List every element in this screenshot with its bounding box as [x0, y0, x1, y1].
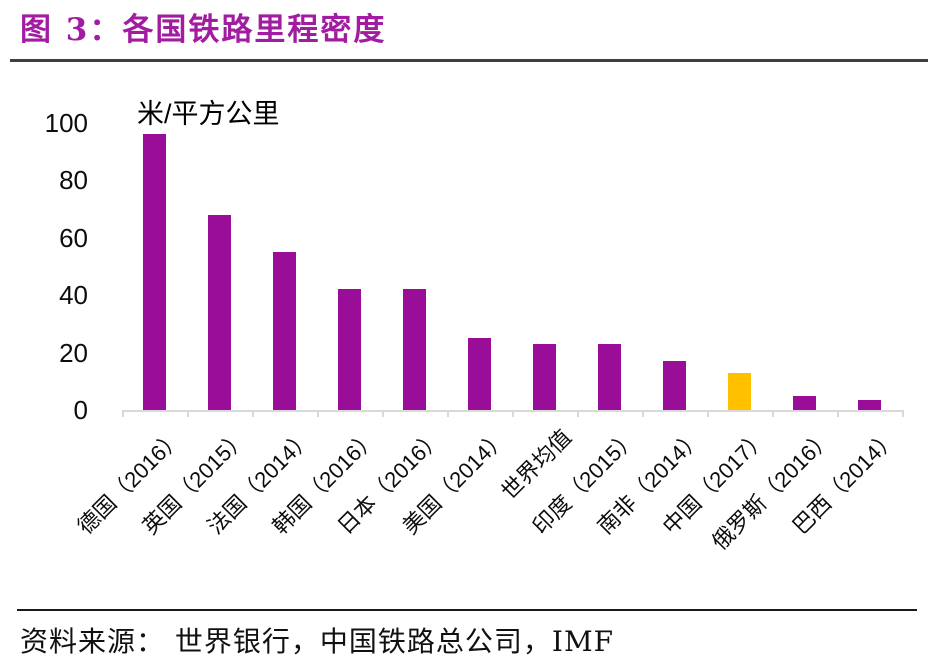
y-axis-tick-label: 20 — [59, 337, 88, 368]
bar-6 — [468, 338, 491, 410]
figure-title: 图 3：各国铁路里程密度 — [20, 12, 387, 48]
x-axis-tick-mark — [772, 410, 774, 417]
source-separator — [17, 609, 917, 611]
source-text: 资料来源： 世界银行，中国铁路总公司，IMF — [20, 625, 615, 658]
y-axis-unit-label: 米/平方公里 — [137, 99, 280, 129]
bar-8 — [598, 343, 621, 410]
bar-5 — [403, 289, 426, 410]
bar-10 — [728, 372, 751, 410]
bar-2 — [208, 214, 231, 410]
y-axis-tick-label: 100 — [44, 108, 88, 138]
bar-1 — [143, 134, 166, 410]
x-axis-tick-mark — [642, 410, 644, 417]
x-axis-tick-mark — [122, 410, 124, 417]
x-axis-tick-mark — [902, 410, 904, 417]
y-axis-tick-label: 40 — [59, 280, 88, 311]
bar-7 — [533, 343, 556, 410]
bar-4 — [338, 289, 361, 410]
x-axis-tick-mark — [512, 410, 514, 417]
bar-11 — [793, 395, 816, 410]
y-axis-tick-label: 60 — [59, 222, 88, 253]
y-axis-tick-label: 80 — [59, 165, 88, 196]
y-axis-tick-label: 0 — [73, 395, 88, 425]
x-axis-tick-mark — [317, 410, 319, 417]
bar-12 — [858, 399, 881, 410]
x-axis-tick-mark — [837, 410, 839, 417]
x-axis-tick-mark — [447, 410, 449, 417]
x-axis-tick-mark — [577, 410, 579, 417]
x-axis-tick-mark — [187, 410, 189, 417]
bar-3 — [273, 252, 296, 410]
x-axis-tick-mark — [252, 410, 254, 417]
x-axis-tick-mark — [382, 410, 384, 417]
title-separator — [10, 59, 928, 62]
x-axis-tick-mark — [707, 410, 709, 417]
bar-9 — [663, 361, 686, 410]
